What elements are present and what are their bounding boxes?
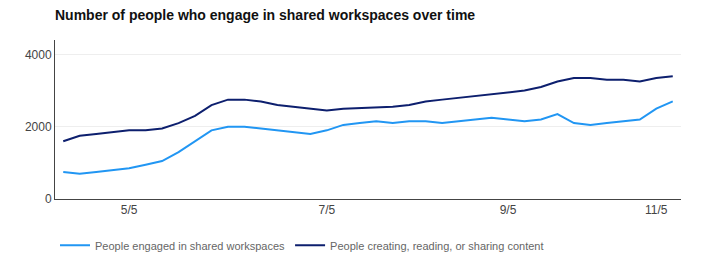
svg-text:Number of people who engage in: Number of people who engage in shared wo… — [55, 7, 475, 23]
svg-text:2000: 2000 — [25, 120, 52, 134]
svg-text:5/5: 5/5 — [121, 203, 138, 217]
svg-text:People creating, reading, or s: People creating, reading, or sharing con… — [330, 240, 543, 252]
svg-text:4000: 4000 — [25, 48, 52, 62]
svg-text:11/5: 11/5 — [645, 203, 668, 217]
svg-text:0: 0 — [45, 192, 52, 206]
svg-text:7/5: 7/5 — [318, 203, 335, 217]
svg-text:9/5: 9/5 — [500, 203, 517, 217]
svg-text:People engaged in shared works: People engaged in shared workspaces — [95, 240, 285, 252]
